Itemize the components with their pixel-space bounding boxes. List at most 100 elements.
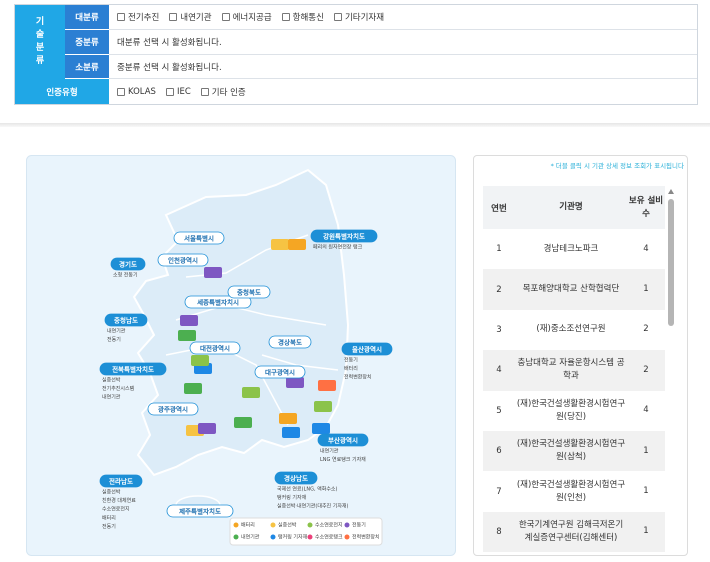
region-item: 실증선박	[102, 489, 121, 496]
row-label: 소분류	[65, 55, 109, 79]
region-item: 소형 전동기	[113, 272, 138, 279]
table-row[interactable]: 3 (재)중소조선연구원 2	[483, 310, 665, 350]
table-cell: 2	[496, 284, 502, 295]
table-cell: 2	[643, 324, 649, 335]
facility-icon	[312, 423, 330, 434]
header-cell: 기관명	[559, 202, 583, 212]
checkbox-option[interactable]: 항해통신	[281, 11, 324, 23]
legend-swatch	[270, 522, 276, 528]
region-name: 세종특별자치시	[197, 298, 239, 307]
table-cell: 1	[496, 244, 502, 255]
table-cell: 1	[643, 284, 649, 295]
facility-icons	[178, 239, 336, 438]
table-header: 연번 기관명 보유 설비수	[483, 186, 665, 229]
table-row[interactable]: 5 (재)한국건설생활환경시험연구원(당진) 4	[483, 391, 665, 431]
region-item: 전동기	[102, 523, 116, 530]
region-name: 경기도	[119, 260, 137, 269]
table-cell: 6	[496, 446, 502, 457]
table-cell: 4	[643, 405, 649, 416]
checkbox-option[interactable]: 에너지공급	[221, 11, 272, 23]
facility-icon	[198, 423, 216, 434]
table-cell: (재)중소조선연구원	[536, 324, 606, 335]
checkbox-label: IEC	[176, 86, 191, 97]
legend-swatch	[307, 522, 313, 528]
checkbox	[221, 13, 230, 21]
table-cell: (재)한국건설생활환경시험연구원(인천)	[516, 479, 626, 503]
region-pill	[166, 504, 234, 518]
legend-label: 수소연료탱크	[315, 534, 343, 541]
region-pill	[173, 231, 225, 245]
checkbox	[117, 87, 125, 96]
checkbox-option[interactable]: 내연기관	[169, 11, 212, 23]
group-label-text: 기술분류	[35, 17, 45, 66]
checkbox-label: 기타 인증	[211, 87, 246, 98]
table-cell: 1	[643, 445, 649, 456]
filter-table: 기술분류 대분류 전기추진 내연기관 에너지공급 항해통신 기타기자재 중분류 대분류 선택 …	[14, 4, 698, 105]
facility-icon	[282, 427, 300, 438]
facility-icon	[234, 417, 252, 428]
facility-icon	[318, 380, 336, 391]
row-content: 대분류 선택 시 활성화됩니다.	[109, 30, 697, 55]
region-name: 경상남도	[284, 474, 308, 483]
checkbox-label: 기타기자재	[344, 13, 385, 23]
region-item: 국제선 연료(LNG, 액화수소)	[277, 486, 338, 493]
region-item: 실증선박	[102, 377, 121, 384]
facility-icon	[180, 315, 198, 326]
table-row[interactable]: 6 (재)한국건설생활환경시험연구원(삼척) 1	[483, 430, 665, 472]
legend-label: 탱커링 기자재	[278, 534, 308, 541]
table-row[interactable]: 2 목포해양대학교 산학협력단 1	[483, 269, 665, 310]
region-name: 광주광역시	[158, 405, 188, 414]
region-pill	[268, 335, 312, 349]
table-cell: 경남테크노파크	[543, 243, 599, 254]
table-cell: (재)한국건설생활환경시험연구원(삼척)	[516, 439, 626, 463]
checkbox-option[interactable]: 기타기자재	[333, 11, 385, 23]
scroll-up[interactable]	[668, 189, 674, 194]
facility-icon	[184, 383, 202, 394]
scroll-thumb[interactable]	[668, 199, 674, 326]
table-cell: 7	[496, 486, 502, 497]
region-item: 전동기	[107, 336, 121, 343]
region-name: 울산광역시	[352, 345, 382, 354]
region-pill	[310, 229, 378, 243]
region-pill	[99, 474, 143, 488]
region-name: 인천광역시	[168, 256, 198, 265]
table-row[interactable]: 7 (재)한국건설생활환경시험연구원(인천) 1	[483, 471, 665, 511]
region-pill	[341, 342, 393, 356]
table-row[interactable]: 4 충남대학교 자율운항시스템 공학과 2	[483, 350, 665, 391]
table-cell: 1	[643, 526, 649, 537]
checkbox-option[interactable]: IEC	[165, 86, 191, 97]
checkbox-option[interactable]: 전기추진	[117, 11, 159, 23]
legend-swatch	[233, 534, 239, 540]
checkbox-label: 전기추진	[128, 13, 160, 23]
header-cell: 연번	[491, 203, 507, 214]
region-item: 배터리	[344, 365, 358, 372]
hint-note: * 더블 클릭 시 기관 상세 정보 조회가 표시됩니다	[550, 162, 684, 170]
table-cell: 한국기계연구원 김해극저온기계실증연구센터(김해센터)	[518, 519, 624, 543]
region-item: 페리의 원자연전장 탱크	[313, 244, 363, 251]
scrollbar[interactable]	[665, 186, 677, 555]
region-item: 전동기	[344, 357, 358, 364]
table-cell: 2	[643, 364, 649, 375]
separator	[0, 123, 710, 127]
table-cell: 4	[496, 365, 502, 376]
table-row[interactable]: 8 한국기계연구원 김해극저온기계실증연구센터(김해센터) 1	[483, 511, 665, 553]
legend-label: 내연기관	[241, 534, 260, 541]
institution-panel: * 더블 클릭 시 기관 상세 정보 조회가 표시됩니다 연번 기관명 보유 설비수…	[473, 155, 688, 556]
table-row[interactable]: 1 경남테크노파크 4	[483, 229, 665, 269]
checkbox-option[interactable]: 기타 인증	[200, 86, 246, 98]
region-name: 전북특별자치도	[112, 365, 154, 374]
region-name: 경상북도	[278, 338, 302, 347]
region-item: 수소연료전지	[102, 506, 130, 513]
row-text: 대분류 선택 시 활성화됩니다.	[117, 38, 222, 48]
region-pill	[184, 295, 252, 309]
row-label: 중분류	[65, 30, 109, 55]
cert-content: KOLAS IEC 기타 인증	[109, 79, 697, 104]
checkbox-option[interactable]: KOLAS	[117, 87, 156, 97]
region-pill	[99, 362, 167, 376]
region-item: 내연기관	[107, 328, 126, 335]
region-pill	[147, 402, 199, 416]
table-cell: 3	[496, 324, 502, 335]
region-item: 실증선박·내연기관(대추진 기자재)	[277, 503, 349, 510]
